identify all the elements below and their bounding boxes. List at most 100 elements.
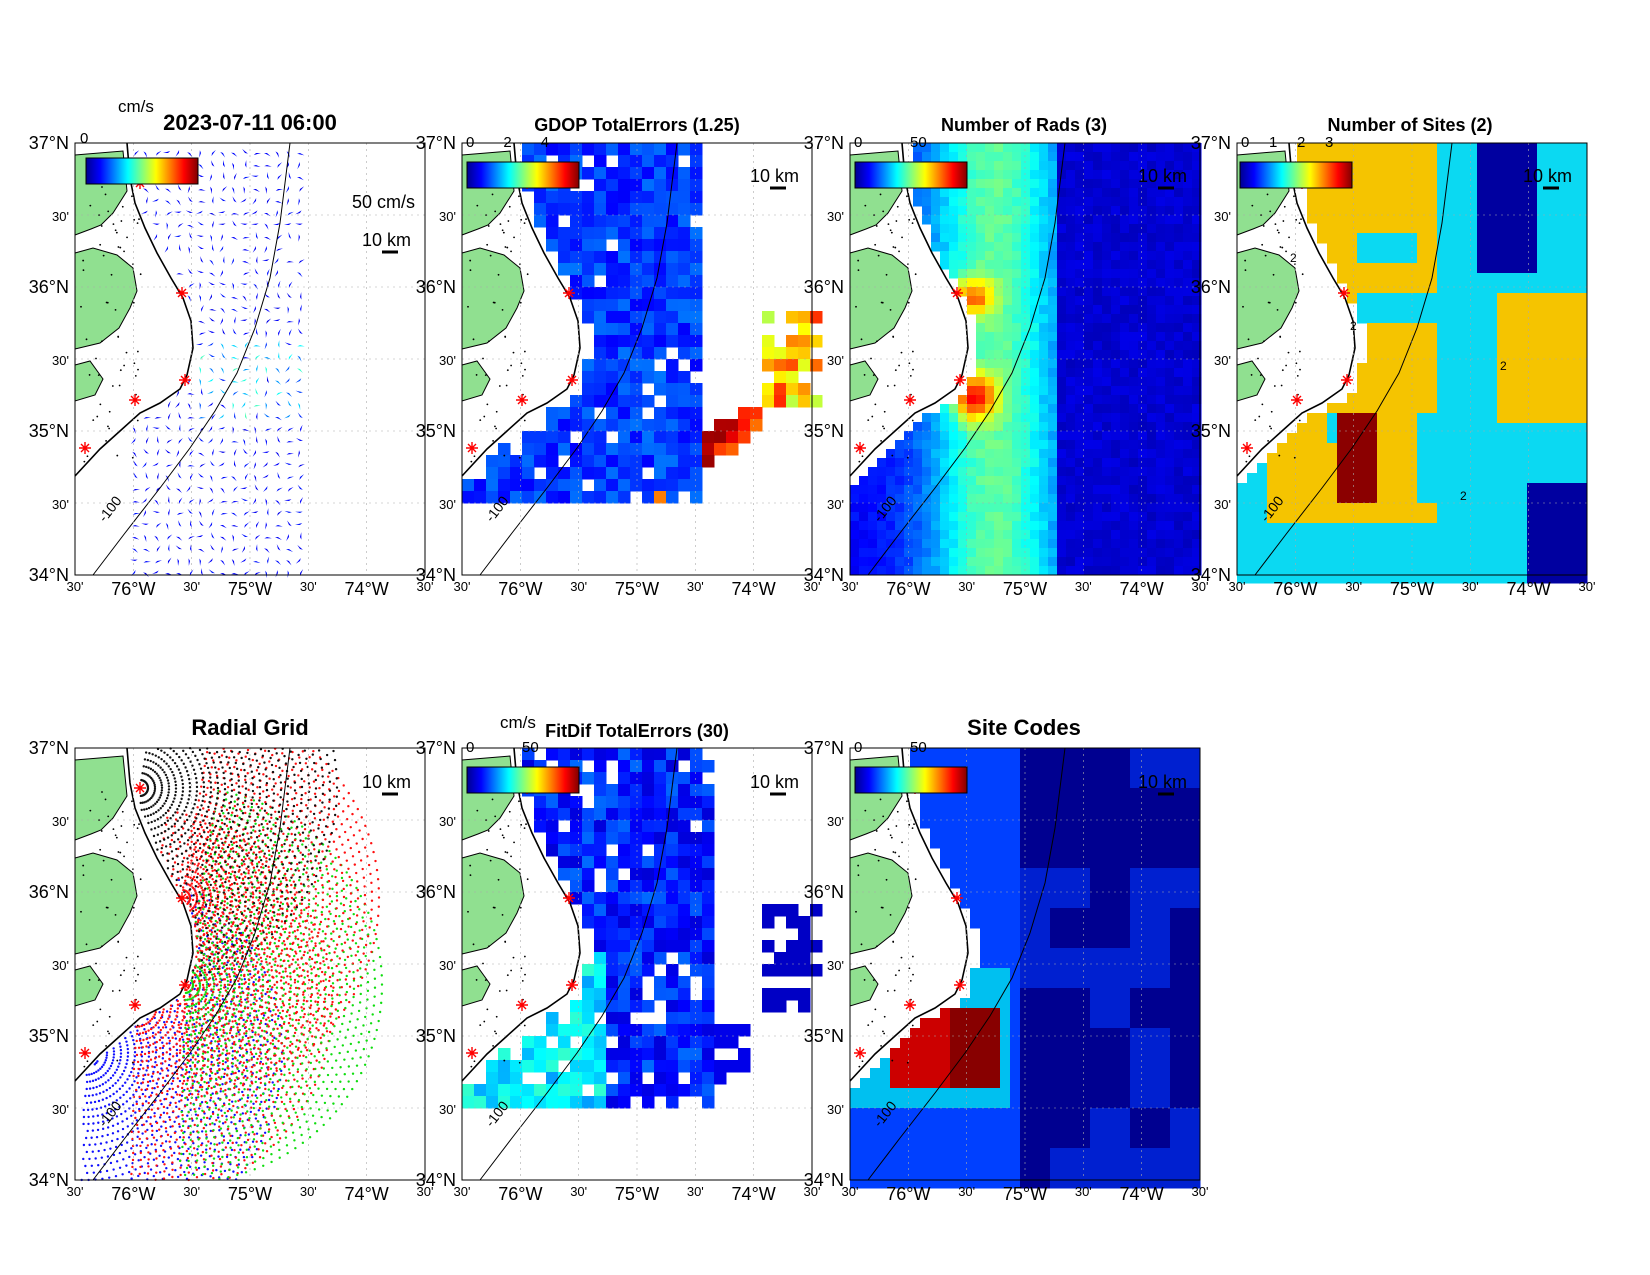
field-cell (1417, 473, 1428, 484)
field-cell (1156, 458, 1166, 468)
field-cell (1457, 143, 1468, 154)
radial-grid-point (217, 1043, 220, 1046)
field-cell (1377, 203, 1388, 214)
field-cell (1467, 213, 1478, 224)
field-cell (606, 299, 619, 312)
field-cell (1297, 543, 1308, 554)
field-cell (1417, 353, 1428, 364)
field-cell (1048, 386, 1058, 396)
shoreline-dot (507, 220, 510, 222)
field-cell (913, 143, 923, 153)
radial-grid-point (150, 1133, 154, 1137)
field-cell (1192, 413, 1202, 423)
radial-grid-point (106, 1119, 110, 1122)
current-arrow (207, 342, 214, 347)
field-cell (1084, 233, 1094, 243)
field-cell (1467, 153, 1478, 164)
field-cell (1174, 278, 1184, 288)
field-cell (1084, 179, 1094, 189)
field-cell (1527, 253, 1538, 264)
field-cell (690, 203, 703, 216)
field-cell (895, 503, 905, 513)
field-cell (1147, 278, 1157, 288)
radial-grid-point (137, 1086, 141, 1089)
field-cell (994, 332, 1004, 342)
field-cell (1003, 377, 1013, 387)
field-cell (895, 530, 905, 540)
field-cell (618, 419, 631, 432)
field-cell (630, 443, 643, 456)
field-cell (1307, 443, 1318, 454)
currents-scalebar: 10 km (362, 230, 411, 254)
radial-grid-point (131, 1103, 135, 1107)
shoreline-dot (119, 246, 122, 249)
field-cell (1102, 305, 1112, 315)
radial-grid-point (173, 1120, 176, 1123)
current-arrow (287, 520, 292, 527)
field-cell (1277, 493, 1288, 504)
shoreline-dot (867, 419, 870, 422)
field-cell (1507, 463, 1518, 474)
radial-grid-point (158, 1011, 161, 1014)
field-cell (967, 188, 977, 198)
field-cell (940, 233, 950, 243)
field-cell (1467, 433, 1478, 444)
lat-tick-label: 34°N (416, 565, 456, 585)
field-cell (1039, 422, 1049, 432)
field-cell (1192, 521, 1202, 531)
current-arrow (297, 153, 305, 156)
field-cell (1337, 263, 1348, 274)
field-cell (1527, 383, 1538, 394)
radial-grid-point (164, 1026, 168, 1029)
field-cell (1397, 143, 1408, 154)
current-arrow (298, 259, 305, 264)
field-cell (1507, 433, 1518, 444)
radial-grid-point (121, 1084, 124, 1088)
field-cell (1537, 393, 1548, 404)
radial-grid-point (156, 1021, 159, 1025)
radial-grid-point (208, 1074, 212, 1077)
nsites-title: Number of Sites (2) (1327, 115, 1492, 135)
field-cell (1297, 483, 1308, 494)
field-cell (1317, 573, 1328, 584)
field-cell (702, 443, 715, 456)
radial-grid-point (241, 1090, 244, 1094)
current-arrow (197, 221, 204, 226)
field-cell (1567, 253, 1578, 264)
field-cell (1407, 393, 1418, 404)
current-arrow (277, 162, 283, 168)
field-cell (1497, 153, 1508, 164)
field-cell (1129, 368, 1139, 378)
field-cell (546, 407, 559, 420)
field-cell (1147, 395, 1157, 405)
field-cell (558, 443, 571, 456)
field-cell (1048, 503, 1058, 513)
field-cell (570, 227, 583, 240)
field-cell (1120, 548, 1130, 558)
field-cell (1012, 350, 1022, 360)
field-cell (1427, 323, 1438, 334)
field-cell (976, 179, 986, 189)
field-cell (630, 251, 643, 264)
field-cell (1487, 183, 1498, 194)
current-arrow (243, 186, 245, 194)
field-cell (1075, 395, 1085, 405)
field-cell (1417, 293, 1428, 304)
current-arrow (179, 460, 181, 468)
shoreline-dot (1248, 455, 1251, 458)
shoreline-dot (1262, 225, 1265, 227)
field-cell (1577, 563, 1588, 574)
field-cell (534, 431, 547, 444)
field-cell (1457, 253, 1468, 264)
field-cell (1547, 443, 1558, 454)
field-cell (1507, 373, 1518, 384)
radial-grid-point (251, 1140, 255, 1143)
field-cell (1447, 553, 1458, 564)
radial-grid-point (195, 1096, 198, 1100)
current-arrow (212, 244, 214, 252)
field-cell (1138, 224, 1148, 234)
field-cell (1417, 243, 1428, 254)
field-cell (1030, 485, 1040, 495)
field-cell (1457, 533, 1468, 544)
field-cell (1147, 386, 1157, 396)
